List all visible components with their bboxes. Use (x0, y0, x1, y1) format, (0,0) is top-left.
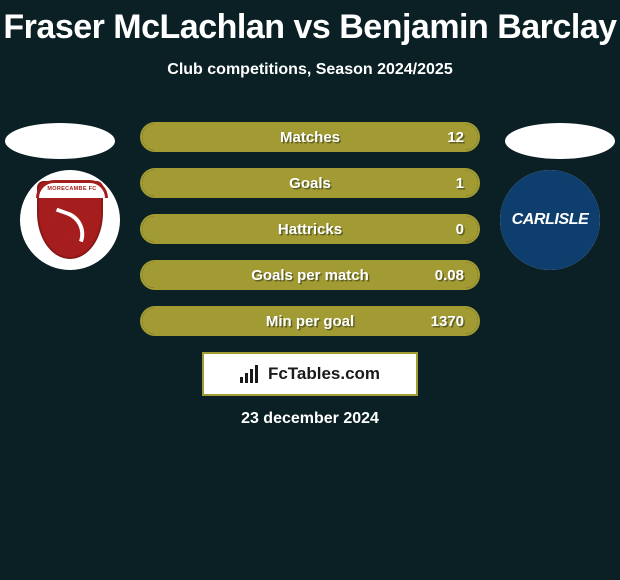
stat-bar-value: 0.08 (435, 267, 464, 284)
carlisle-wordmark: CARLISLE (512, 211, 589, 229)
morecambe-shield-icon: MORECAMBE FC (37, 181, 103, 259)
right-player-ellipse (505, 123, 615, 159)
carlisle-roundel-icon: CARLISLE (500, 170, 600, 270)
stat-bar-label: Hattricks (278, 221, 342, 238)
stat-bar-value: 0 (456, 221, 464, 238)
brand-text: FcTables.com (268, 364, 380, 384)
brand-box[interactable]: FcTables.com (202, 352, 418, 396)
date-text: 23 december 2024 (0, 410, 620, 428)
stat-bar-value: 1 (456, 175, 464, 192)
stat-bar-label: Matches (280, 129, 340, 146)
stat-bar: Min per goal 1370 (140, 306, 480, 336)
right-club-crest: CARLISLE (500, 170, 600, 270)
stat-bar: Goals per match 0.08 (140, 260, 480, 290)
left-club-crest: MORECAMBE FC (20, 170, 120, 270)
stat-bar-value: 12 (447, 129, 464, 146)
left-player-ellipse (5, 123, 115, 159)
stats-bar-chart: Matches 12 Goals 1 Hattricks 0 Goals per match… (140, 122, 480, 352)
shrimp-icon (49, 208, 91, 243)
stat-bar-label: Min per goal (266, 313, 354, 330)
bar-chart-icon (240, 365, 262, 383)
morecambe-ring-text: MORECAMBE FC (36, 180, 108, 198)
stat-bar: Goals 1 (140, 168, 480, 198)
stat-bar-value: 1370 (431, 313, 464, 330)
subtitle: Club competitions, Season 2024/2025 (0, 61, 620, 79)
stat-bar: Matches 12 (140, 122, 480, 152)
stat-bar: Hattricks 0 (140, 214, 480, 244)
stat-bar-label: Goals per match (251, 267, 369, 284)
stat-bar-label: Goals (289, 175, 331, 192)
page-title: Fraser McLachlan vs Benjamin Barclay (0, 0, 620, 47)
